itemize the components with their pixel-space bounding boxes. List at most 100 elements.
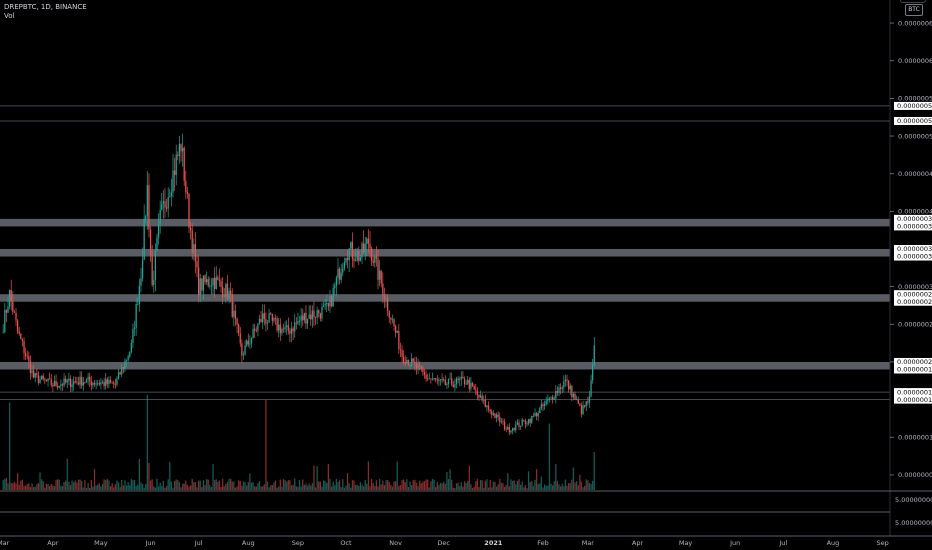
candle-body[interactable] <box>310 314 312 320</box>
candle-body[interactable] <box>527 419 530 424</box>
candle-body[interactable] <box>318 310 320 314</box>
candle-body[interactable] <box>542 404 544 407</box>
candle-body[interactable] <box>252 328 254 339</box>
candle-body[interactable] <box>535 413 538 417</box>
candle-body[interactable] <box>241 343 243 356</box>
candle-body[interactable] <box>409 365 411 366</box>
candle-body[interactable] <box>508 426 511 433</box>
candle-body[interactable] <box>471 382 474 386</box>
candle-body[interactable] <box>114 384 116 386</box>
candle-body[interactable] <box>300 315 302 321</box>
candle-body[interactable] <box>242 354 245 356</box>
candle-body[interactable] <box>220 281 222 287</box>
candle-body[interactable] <box>386 297 389 311</box>
candle-body[interactable] <box>367 238 370 244</box>
candle-body[interactable] <box>26 356 28 357</box>
candle-body[interactable] <box>447 379 450 385</box>
candle-body[interactable] <box>571 385 573 398</box>
candle-body[interactable] <box>8 290 11 307</box>
candle-body[interactable] <box>330 296 333 307</box>
candle-body[interactable] <box>423 372 426 375</box>
candle-body[interactable] <box>105 379 107 387</box>
candle-body[interactable] <box>103 381 105 387</box>
candle-body[interactable] <box>428 378 430 380</box>
candle-body[interactable] <box>372 261 374 263</box>
candle-body[interactable] <box>63 378 65 386</box>
candle-body[interactable] <box>61 384 64 386</box>
candle-body[interactable] <box>263 313 265 319</box>
candle-body[interactable] <box>366 238 368 244</box>
price-level-tag[interactable] <box>894 388 932 397</box>
candle-body[interactable] <box>145 216 147 219</box>
candle-body[interactable] <box>484 399 486 408</box>
candle-body[interactable] <box>10 290 12 302</box>
candle-body[interactable] <box>12 301 14 313</box>
candle-body[interactable] <box>82 382 84 386</box>
candle-body[interactable] <box>106 379 108 385</box>
candle-body[interactable] <box>420 365 422 370</box>
time-axis[interactable]: Mar Apr May Jun Jul Aug Sep Oct Nov Dec 2021 Feb Mar… <box>0 539 889 547</box>
candle-body[interactable] <box>590 380 592 397</box>
candle-body[interactable] <box>189 227 192 231</box>
candle-body[interactable] <box>29 361 32 374</box>
candle-body[interactable] <box>356 251 358 261</box>
candle-body[interactable] <box>71 384 73 387</box>
candle-body[interactable] <box>85 379 88 383</box>
candle-body[interactable] <box>153 280 155 285</box>
candle-body[interactable] <box>194 244 197 262</box>
candle-body[interactable] <box>226 283 229 300</box>
candle-body[interactable] <box>486 405 488 408</box>
candle-body[interactable] <box>510 430 512 433</box>
candle-body[interactable] <box>218 279 221 282</box>
candle-body[interactable] <box>491 411 493 415</box>
candle-body[interactable] <box>378 270 381 280</box>
candle-body[interactable] <box>214 277 216 289</box>
candle-body[interactable] <box>515 424 517 431</box>
symbol-title[interactable]: DREPBTC, 1D, BINANCE <box>4 3 87 11</box>
candle-body[interactable] <box>95 383 97 385</box>
zone-band[interactable] <box>0 361 890 370</box>
candle-body[interactable] <box>540 404 543 409</box>
candle-body[interactable] <box>555 391 557 399</box>
candle-body[interactable] <box>297 321 299 324</box>
candle-body[interactable] <box>513 428 515 431</box>
candle-body[interactable] <box>249 343 251 345</box>
candle-body[interactable] <box>201 278 203 291</box>
candle-body[interactable] <box>223 296 225 298</box>
candle-body[interactable] <box>427 378 429 380</box>
candle-body[interactable] <box>345 257 347 263</box>
candle-body[interactable] <box>76 381 78 383</box>
candle-body[interactable] <box>364 243 366 253</box>
candle-body[interactable] <box>326 303 328 304</box>
candle-body[interactable] <box>284 326 286 329</box>
candle-body[interactable] <box>53 380 56 387</box>
candle-body[interactable] <box>204 275 206 283</box>
candle-body[interactable] <box>574 394 576 400</box>
candle-body[interactable] <box>338 268 341 280</box>
candle-body[interactable] <box>68 378 70 381</box>
candle-body[interactable] <box>537 412 539 417</box>
candle-body[interactable] <box>348 248 350 261</box>
candle-body[interactable] <box>159 209 161 224</box>
candle-body[interactable] <box>419 365 421 367</box>
candle-body[interactable] <box>181 147 184 152</box>
candle-body[interactable] <box>306 318 309 324</box>
candle-body[interactable] <box>302 315 304 321</box>
candle-body[interactable] <box>32 370 35 378</box>
candle-body[interactable] <box>154 251 157 281</box>
candle-body[interactable] <box>502 421 504 423</box>
candle-body[interactable] <box>164 201 166 208</box>
candle-body[interactable] <box>588 396 591 403</box>
candle-body[interactable] <box>244 345 246 355</box>
candle-body[interactable] <box>390 317 392 320</box>
candle-body[interactable] <box>260 319 262 323</box>
candle-body[interactable] <box>425 374 427 379</box>
candle-body[interactable] <box>523 419 525 421</box>
candle-body[interactable] <box>545 400 547 404</box>
price-level-tag[interactable] <box>894 101 932 110</box>
zone-band[interactable] <box>0 218 890 227</box>
candle-body[interactable] <box>539 408 541 413</box>
candle-body[interactable] <box>346 257 349 261</box>
candle-body[interactable] <box>7 306 9 313</box>
